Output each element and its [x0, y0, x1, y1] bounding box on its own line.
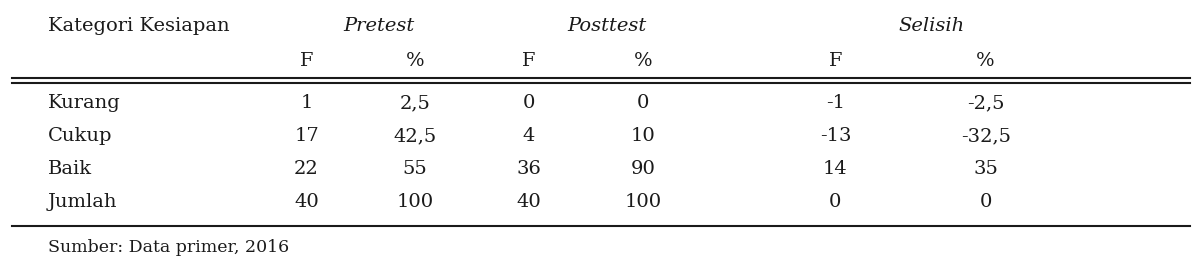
Text: 4: 4: [523, 127, 535, 145]
Text: F: F: [522, 52, 536, 70]
Text: 42,5: 42,5: [393, 127, 436, 145]
Text: 2,5: 2,5: [399, 94, 430, 112]
Text: Jumlah: Jumlah: [48, 193, 118, 211]
Text: -2,5: -2,5: [966, 94, 1005, 112]
Text: Sumber: Data primer, 2016: Sumber: Data primer, 2016: [48, 239, 290, 256]
Text: -32,5: -32,5: [960, 127, 1011, 145]
Text: Pretest: Pretest: [343, 17, 415, 35]
Text: 100: 100: [397, 193, 433, 211]
Text: F: F: [828, 52, 843, 70]
Text: Kurang: Kurang: [48, 94, 121, 112]
Text: 40: 40: [517, 193, 541, 211]
Text: F: F: [299, 52, 314, 70]
Text: Kategori Kesiapan: Kategori Kesiapan: [48, 17, 230, 35]
Text: 10: 10: [631, 127, 655, 145]
Text: Posttest: Posttest: [567, 17, 647, 35]
Text: %: %: [633, 52, 653, 70]
Text: %: %: [976, 52, 995, 70]
Text: 22: 22: [294, 160, 319, 178]
Text: 0: 0: [980, 193, 992, 211]
Text: 14: 14: [823, 160, 847, 178]
Text: Selisih: Selisih: [898, 17, 965, 35]
Text: 17: 17: [294, 127, 319, 145]
Text: -1: -1: [826, 94, 845, 112]
Text: 0: 0: [829, 193, 841, 211]
Text: Baik: Baik: [48, 160, 93, 178]
Text: %: %: [405, 52, 424, 70]
Text: -13: -13: [820, 127, 851, 145]
Text: 35: 35: [974, 160, 998, 178]
Text: 40: 40: [294, 193, 319, 211]
Text: 0: 0: [523, 94, 535, 112]
Text: 36: 36: [517, 160, 541, 178]
Text: Cukup: Cukup: [48, 127, 113, 145]
Text: 0: 0: [637, 94, 649, 112]
Text: 100: 100: [625, 193, 661, 211]
Text: 90: 90: [631, 160, 655, 178]
Text: 55: 55: [403, 160, 427, 178]
Text: 1: 1: [300, 94, 313, 112]
